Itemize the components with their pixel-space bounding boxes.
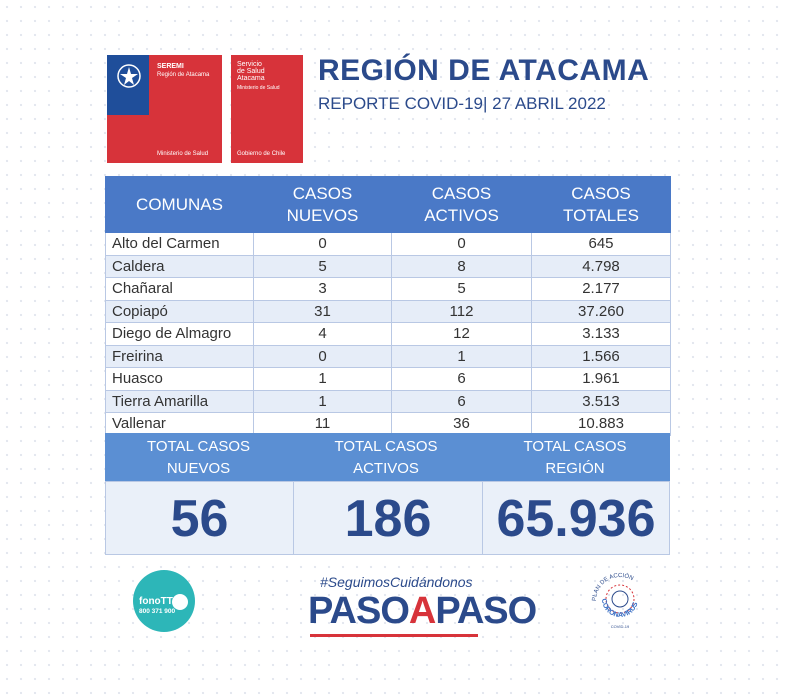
- casos-totales: 2.177: [531, 277, 671, 301]
- comuna-name: Freirina: [105, 344, 254, 368]
- totals-values: 56 186 65.936: [105, 481, 670, 555]
- casos-nuevos: 0: [253, 344, 392, 368]
- casos-activos: 6: [391, 367, 532, 391]
- casos-nuevos: 1: [253, 389, 392, 413]
- servicio-subtitle: Ministerio de Salud: [237, 85, 280, 91]
- comuna-name: Tierra Amarilla: [105, 389, 254, 413]
- paso-a-letter: A: [408, 590, 436, 632]
- paso-a-paso-logo: PASOAPASO: [308, 590, 537, 633]
- servicio-title: Servicio de Salud Atacama: [237, 61, 265, 82]
- total-activos-value: 186: [294, 482, 483, 554]
- paso-word-2: PASO: [435, 590, 537, 632]
- comuna-name: Copiapó: [105, 299, 254, 323]
- fonotta-logo: fonoTTA 800 371 900: [133, 570, 195, 632]
- header-casos-totales: CASOS TOTALES: [531, 176, 671, 233]
- header-casos-nuevos: CASOS NUEVOS: [253, 176, 392, 233]
- casos-totales: 4.798: [531, 254, 671, 278]
- casos-totales: 1.566: [531, 344, 671, 368]
- servicio-bottom: Gobierno de Chile: [237, 151, 286, 157]
- page-title: REGIÓN DE ATACAMA: [318, 54, 650, 87]
- cases-table: COMUNAS CASOS NUEVOS CASOS ACTIVOS CASOS…: [105, 176, 671, 436]
- hashtag: #SeguimosCuidándonos: [320, 574, 473, 590]
- phone-icon: [172, 594, 188, 610]
- seremi-bottom: Ministerio de Salud: [157, 151, 209, 157]
- comuna-name: Huasco: [105, 367, 254, 391]
- table-row: Caldera 5 8 4.798: [105, 254, 671, 278]
- total-region-value: 65.936: [496, 490, 656, 548]
- plan-main-text: CORONAVIRUS: [600, 598, 640, 619]
- casos-totales: 645: [531, 232, 671, 256]
- casos-nuevos: 4: [253, 322, 392, 346]
- total-nuevos-value: 56: [106, 482, 294, 554]
- table-header-row: COMUNAS CASOS NUEVOS CASOS ACTIVOS CASOS…: [105, 176, 671, 233]
- casos-activos: 0: [391, 232, 532, 256]
- casos-nuevos: 1: [253, 367, 392, 391]
- casos-totales: 10.883: [531, 412, 671, 436]
- table-row: Vallenar 11 36 10.883: [105, 412, 671, 436]
- casos-activos: 5: [391, 277, 532, 301]
- casos-nuevos: 5: [253, 254, 392, 278]
- comuna-name: Chañaral: [105, 277, 254, 301]
- casos-nuevos: 3: [253, 277, 392, 301]
- plan-coronavirus-logo: PLAN DE ACCIÓN CORONAVIRUS COVID-19: [592, 572, 640, 629]
- servicio-salud-logo: Servicio de Salud Atacama Ministerio de …: [231, 55, 303, 163]
- fono-name: fonoTTA: [139, 596, 180, 607]
- casos-activos: 36: [391, 412, 532, 436]
- total-nuevos-label: TOTAL CASOS NUEVOS: [146, 438, 251, 477]
- coat-of-arms-icon: [117, 64, 141, 88]
- comuna-name: Caldera: [105, 254, 254, 278]
- casos-activos: 12: [391, 322, 532, 346]
- table-row: Alto del Carmen 0 0 645: [105, 232, 671, 256]
- casos-activos: 8: [391, 254, 532, 278]
- header-casos-activos: CASOS ACTIVOS: [391, 176, 532, 233]
- fono-number: 800 371 900: [139, 608, 176, 615]
- seremi-subtitle: Región de Atacama: [157, 72, 210, 78]
- table-row: Copiapó 31 112 37.260: [105, 299, 671, 323]
- casos-nuevos: 0: [253, 232, 392, 256]
- casos-activos: 112: [391, 299, 532, 323]
- header-comunas: COMUNAS: [105, 176, 254, 233]
- seremi-title: SEREMI: [157, 63, 184, 70]
- table-row: Tierra Amarilla 1 6 3.513: [105, 389, 671, 413]
- totals-header: TOTAL CASOS NUEVOS TOTAL CASOS ACTIVOS T…: [105, 433, 670, 481]
- casos-nuevos: 31: [253, 299, 392, 323]
- casos-totales: 1.961: [531, 367, 671, 391]
- table-row: Diego de Almagro 4 12 3.133: [105, 322, 671, 346]
- table-row: Freirina 0 1 1.566: [105, 344, 671, 368]
- casos-totales: 3.513: [531, 389, 671, 413]
- comuna-name: Diego de Almagro: [105, 322, 254, 346]
- svg-text:CORONAVIRUS: CORONAVIRUS: [600, 598, 640, 619]
- paso-word-1: PASO: [308, 590, 410, 632]
- paso-underline: [310, 634, 478, 637]
- casos-totales: 3.133: [531, 322, 671, 346]
- seremi-logo: SEREMI Región de Atacama Ministerio de S…: [107, 55, 222, 163]
- total-activos-label: TOTAL CASOS ACTIVOS: [334, 438, 438, 477]
- table-row: Chañaral 3 5 2.177: [105, 277, 671, 301]
- plan-bottom-text: COVID-19: [611, 624, 630, 629]
- table-row: Huasco 1 6 1.961: [105, 367, 671, 391]
- comuna-name: Alto del Carmen: [105, 232, 254, 256]
- casos-activos: 1: [391, 344, 532, 368]
- casos-nuevos: 11: [253, 412, 392, 436]
- casos-activos: 6: [391, 389, 532, 413]
- casos-totales: 37.260: [531, 299, 671, 323]
- comuna-name: Vallenar: [105, 412, 254, 436]
- page-subtitle: REPORTE COVID-19| 27 ABRIL 2022: [318, 94, 606, 113]
- total-region-label: TOTAL CASOS REGIÓN: [523, 438, 627, 477]
